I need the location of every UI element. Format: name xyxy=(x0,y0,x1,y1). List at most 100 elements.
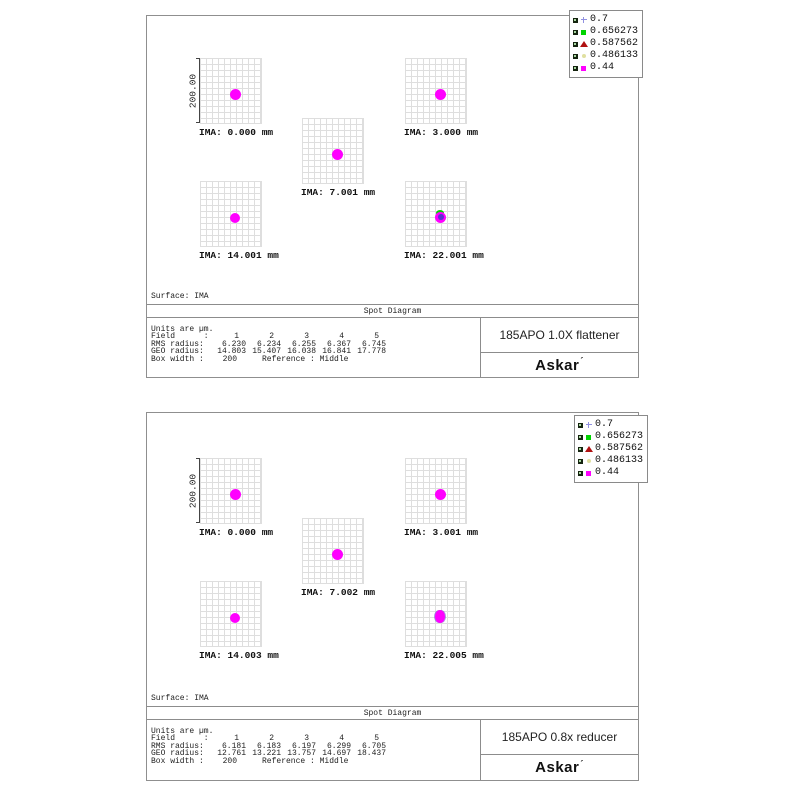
row-label: RMS radius: xyxy=(151,339,204,349)
reference-label: Reference : Middle xyxy=(262,354,349,364)
title-block: 185APO 1.0X flattener Askar ´ xyxy=(480,318,638,377)
spot-grid-field-4: IMA: 14.003 mm xyxy=(199,581,279,661)
summary-table: Units are µm. Field : 1 2 3 4 5 RMS radius: 6.… xyxy=(147,720,480,780)
row-label: GEO radius: xyxy=(151,749,204,759)
table-row-geo: GEO radius: 14.803 15.407 16.038 16.841 17.77… xyxy=(151,347,480,357)
legend-swatch-icon xyxy=(578,434,583,440)
table-cell: 5 xyxy=(374,734,379,744)
ima-label: IMA: 22.005 mm xyxy=(404,650,484,661)
table-cell: 13.757 xyxy=(287,749,316,759)
spot-grid-field-4: IMA: 14.001 mm xyxy=(199,181,279,261)
ima-label: IMA: 3.001 mm xyxy=(404,527,479,538)
legend-label: 0.7 xyxy=(590,14,609,25)
legend-item: 0.587562 xyxy=(578,443,643,455)
table-cell: 6.745 xyxy=(361,339,386,349)
ima-label: IMA: 22.001 mm xyxy=(404,250,484,261)
legend-item: 0.7 xyxy=(578,419,643,431)
spot-grid-field-2: IMA: 3.001 mm xyxy=(404,458,478,538)
table-row-units: Units are µm. xyxy=(151,727,480,736)
legend-marker-green-square-icon xyxy=(580,28,588,36)
legend-item: 0.486133 xyxy=(573,50,638,62)
table-cell: 1 xyxy=(234,734,239,744)
legend-label: 0.587562 xyxy=(590,38,639,49)
table-cell: 2 xyxy=(269,734,274,744)
table-cell: 14.697 xyxy=(322,749,351,759)
spot-grid-field-5: IMA: 22.005 mm xyxy=(404,581,484,661)
table-cell: 18.437 xyxy=(357,749,386,759)
table-row-field: Field : 1 2 3 4 5 xyxy=(151,734,480,744)
spot-diagram-panel-flattener: 0.7 0.656273 0.587562 0.486133 0.44 xyxy=(146,10,644,378)
legend-label: 0.7 xyxy=(595,419,614,430)
band-title-bar: Spot Diagram xyxy=(147,304,638,318)
spot-dot xyxy=(332,149,343,160)
row-label: Field : xyxy=(151,734,209,744)
brand-text: Askar xyxy=(535,356,580,374)
legend-swatch-icon xyxy=(573,29,578,35)
plot-area: 0.7 0.656273 0.587562 0.486133 0.44 xyxy=(147,10,644,304)
spot-dot xyxy=(230,613,240,623)
table-cell: 6.255 xyxy=(291,339,316,349)
table-cell: 1 xyxy=(234,332,239,342)
table-cell: 6.234 xyxy=(256,339,281,349)
ima-label: IMA: 14.003 mm xyxy=(199,650,279,661)
legend-marker-cross-icon xyxy=(585,421,593,429)
wavelength-legend: 0.7 0.656273 0.587562 0.486133 0.44 xyxy=(574,415,649,483)
table-row-geo: GEO radius: 12.761 13.221 13.757 14.697 18.43… xyxy=(151,749,480,759)
table-cell: 4 xyxy=(339,734,344,744)
legend-marker-yellow-dot-icon xyxy=(580,52,588,60)
plot-area: 0.7 0.656273 0.587562 0.486133 0.44 xyxy=(147,413,649,706)
spot-dot-multicolor xyxy=(435,210,446,223)
table-cell: 3 xyxy=(304,332,309,342)
legend-item: 0.656273 xyxy=(573,26,638,38)
table-row-rms: RMS radius: 6.230 6.234 6.255 6.367 6.745 xyxy=(151,339,480,349)
table-cell: 6.181 xyxy=(221,741,246,751)
spot-dot xyxy=(332,549,343,560)
legend-marker-cross-icon xyxy=(580,16,588,24)
spot-grid-field-3: IMA: 7.002 mm xyxy=(301,518,375,598)
units-label: Units are µm. xyxy=(151,325,214,334)
table-cell: 12.761 xyxy=(217,749,246,759)
legend-item: 0.7 xyxy=(573,14,638,26)
title-block: 185APO 0.8x reducer Askar ´ xyxy=(480,720,638,780)
brand-logo: Askar ´ xyxy=(481,352,638,377)
surface-label: Surface: IMA xyxy=(151,694,209,703)
scale-label: 200.00 xyxy=(187,473,199,508)
spot-dot xyxy=(230,489,241,500)
row-label: Field : xyxy=(151,332,209,342)
row-label: Box width : xyxy=(151,756,204,766)
table-cell: 6.197 xyxy=(291,741,316,751)
brand-accent-mark: ´ xyxy=(580,356,584,366)
table-cell: 200 xyxy=(222,354,237,364)
panel-title: 185APO 0.8x reducer xyxy=(501,730,618,744)
legend-item: 0.656273 xyxy=(578,431,643,443)
legend-label: 0.44 xyxy=(590,62,615,73)
spot-dot xyxy=(435,89,446,100)
brand-accent-mark: ´ xyxy=(580,758,584,769)
spot-dot xyxy=(230,89,241,100)
table-cell: 6.367 xyxy=(326,339,351,349)
spot-grid-field-3: IMA: 7.001 mm xyxy=(301,118,375,198)
table-cell: 6.705 xyxy=(361,741,386,751)
brand-logo: Askar ´ xyxy=(481,754,638,780)
row-label: Box width : xyxy=(151,354,204,364)
table-cell: 17.778 xyxy=(357,347,386,357)
table-row-units: Units are µm. xyxy=(151,325,480,334)
wavelength-legend: 0.7 0.656273 0.587562 0.486133 0.44 xyxy=(569,10,644,78)
legend-label: 0.44 xyxy=(595,467,620,478)
summary-section: Units are µm. Field : 1 2 3 4 5 RMS radius: 6.… xyxy=(147,720,638,780)
band-title-bar: Spot Diagram xyxy=(147,706,638,720)
table-row-box: Box width : 200 Reference : Middle xyxy=(151,354,480,364)
panel-title: 185APO 1.0X flattener xyxy=(499,328,620,342)
legend-label: 0.587562 xyxy=(595,443,644,454)
legend-marker-magenta-square-icon xyxy=(580,64,588,72)
row-label: RMS radius: xyxy=(151,741,204,751)
spot-dot-oval xyxy=(435,610,445,623)
spot-grid-field-2: IMA: 3.000 mm xyxy=(404,58,478,138)
table-cell: 6.299 xyxy=(326,741,351,751)
legend-marker-triangle-icon xyxy=(585,445,593,453)
table-row-field: Field : 1 2 3 4 5 xyxy=(151,332,480,342)
table-cell: 13.221 xyxy=(252,749,281,759)
ima-label: IMA: 3.000 mm xyxy=(404,127,479,138)
spot-grid-field-1: 200.00 IMA: 0.000 mm xyxy=(188,58,273,138)
units-label: Units are µm. xyxy=(151,727,214,736)
